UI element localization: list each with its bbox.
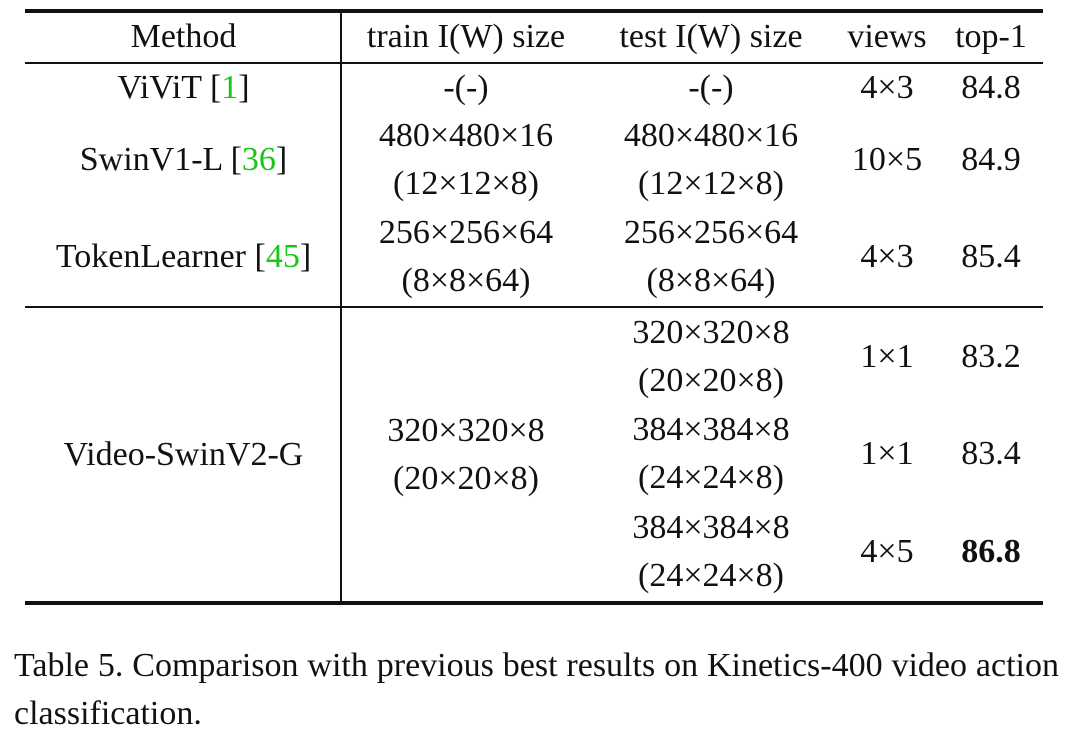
top1-cell: 85.4 bbox=[961, 238, 1021, 275]
test-size-cell: 480×480×16 (12×12×8) bbox=[623, 117, 799, 202]
bottom-rule bbox=[25, 601, 1043, 605]
test-size-cell: 384×384×8 (24×24×8) bbox=[632, 410, 790, 496]
table-row-method: SwinV1-L [36] bbox=[79, 141, 288, 178]
test-size-cell: 320×320×8 (20×20×8) bbox=[632, 313, 790, 399]
test-size-cell: 256×256×64 (8×8×64) bbox=[623, 214, 799, 299]
top1-cell: 84.9 bbox=[961, 141, 1021, 178]
table-row-method: Video-SwinV2-G bbox=[63, 435, 304, 473]
top1-cell: 83.2 bbox=[961, 337, 1021, 375]
views-cell: 4×3 bbox=[860, 69, 914, 106]
header-rule bbox=[25, 62, 1043, 64]
header-method: Method bbox=[130, 18, 237, 55]
header-views: views bbox=[847, 18, 927, 55]
views-cell: 1×1 bbox=[860, 434, 914, 472]
top1-cell: 83.4 bbox=[961, 434, 1021, 472]
column-divider bbox=[340, 11, 342, 603]
train-size-cell: 256×256×64 (8×8×64) bbox=[378, 214, 554, 299]
header-train-size: train I(W) size bbox=[366, 18, 566, 55]
table-row-method: TokenLearner [45] bbox=[55, 238, 312, 275]
test-size-cell: -(-) bbox=[688, 69, 734, 106]
top1-cell: 84.8 bbox=[961, 69, 1021, 106]
test-size-cell: 384×384×8 (24×24×8) bbox=[632, 508, 790, 594]
train-size-cell: 320×320×8 (20×20×8) bbox=[387, 411, 545, 497]
header-top1: top-1 bbox=[955, 18, 1027, 55]
views-cell: 4×3 bbox=[860, 238, 914, 275]
citation-link[interactable]: 36 bbox=[241, 141, 276, 178]
citation-link[interactable]: 1 bbox=[221, 69, 239, 106]
train-size-cell: -(-) bbox=[443, 69, 489, 106]
citation-link[interactable]: 45 bbox=[265, 238, 300, 275]
header-test-size: test I(W) size bbox=[619, 18, 803, 55]
train-size-cell: 480×480×16 (12×12×8) bbox=[378, 117, 554, 202]
top1-best-cell: 86.8 bbox=[961, 532, 1021, 570]
views-cell: 1×1 bbox=[860, 337, 914, 375]
table-row-method: ViViT [1] bbox=[117, 69, 250, 106]
views-cell: 10×5 bbox=[851, 141, 923, 178]
top-rule bbox=[25, 9, 1043, 13]
group-rule bbox=[25, 306, 1043, 308]
views-cell: 4×5 bbox=[860, 532, 914, 570]
table-caption: Table 5. Comparison with previous best r… bbox=[14, 647, 1059, 732]
